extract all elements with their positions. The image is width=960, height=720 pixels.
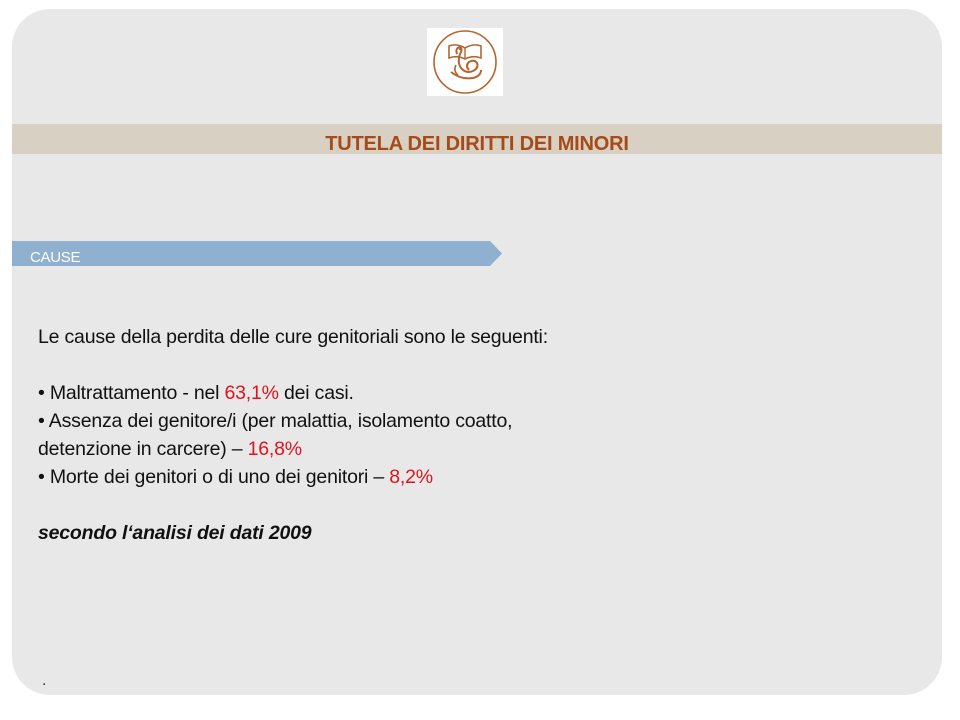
section-label: CAUSE [30, 249, 81, 266]
bullet-icon: • [38, 382, 45, 404]
percentage-value: 8,2% [389, 466, 433, 488]
bullet-text: Maltrattamento - nel [49, 382, 225, 404]
footer-dot: . [42, 672, 47, 689]
list-item: • Maltrattamento - nel 63,1% dei casi. [38, 379, 548, 407]
title-band [12, 124, 942, 154]
bullet-icon: • [38, 410, 45, 432]
section-arrow-shape [12, 241, 502, 266]
book-bird-logo-icon [433, 30, 497, 94]
percentage-value: 63,1% [224, 382, 279, 404]
list-item: • Morte dei genitori o di uno dei genito… [38, 463, 548, 491]
source-note: secondo l‘analisi dei dati 2009 [38, 522, 312, 544]
content-body: Le cause della perdita delle cure genito… [38, 323, 548, 547]
list-item: • Assenza dei genitore/i (per malattia, … [38, 407, 548, 463]
slide: TUTELA DEI DIRITTI DEI MINORI CAUSE Le c… [12, 9, 942, 695]
intro-text: Le cause della perdita delle cure genito… [38, 326, 548, 348]
bullet-text-after: dei casi. [278, 382, 354, 404]
bullet-text: Morte dei genitori o di uno dei genitori… [49, 466, 390, 488]
bullet-text: Assenza dei genitore/i (per malattia, is… [38, 410, 513, 460]
percentage-value: 16,8% [247, 438, 302, 460]
logo [427, 28, 503, 96]
page-title: TUTELA DEI DIRITTI DEI MINORI [325, 133, 629, 155]
bullet-icon: • [38, 466, 45, 488]
